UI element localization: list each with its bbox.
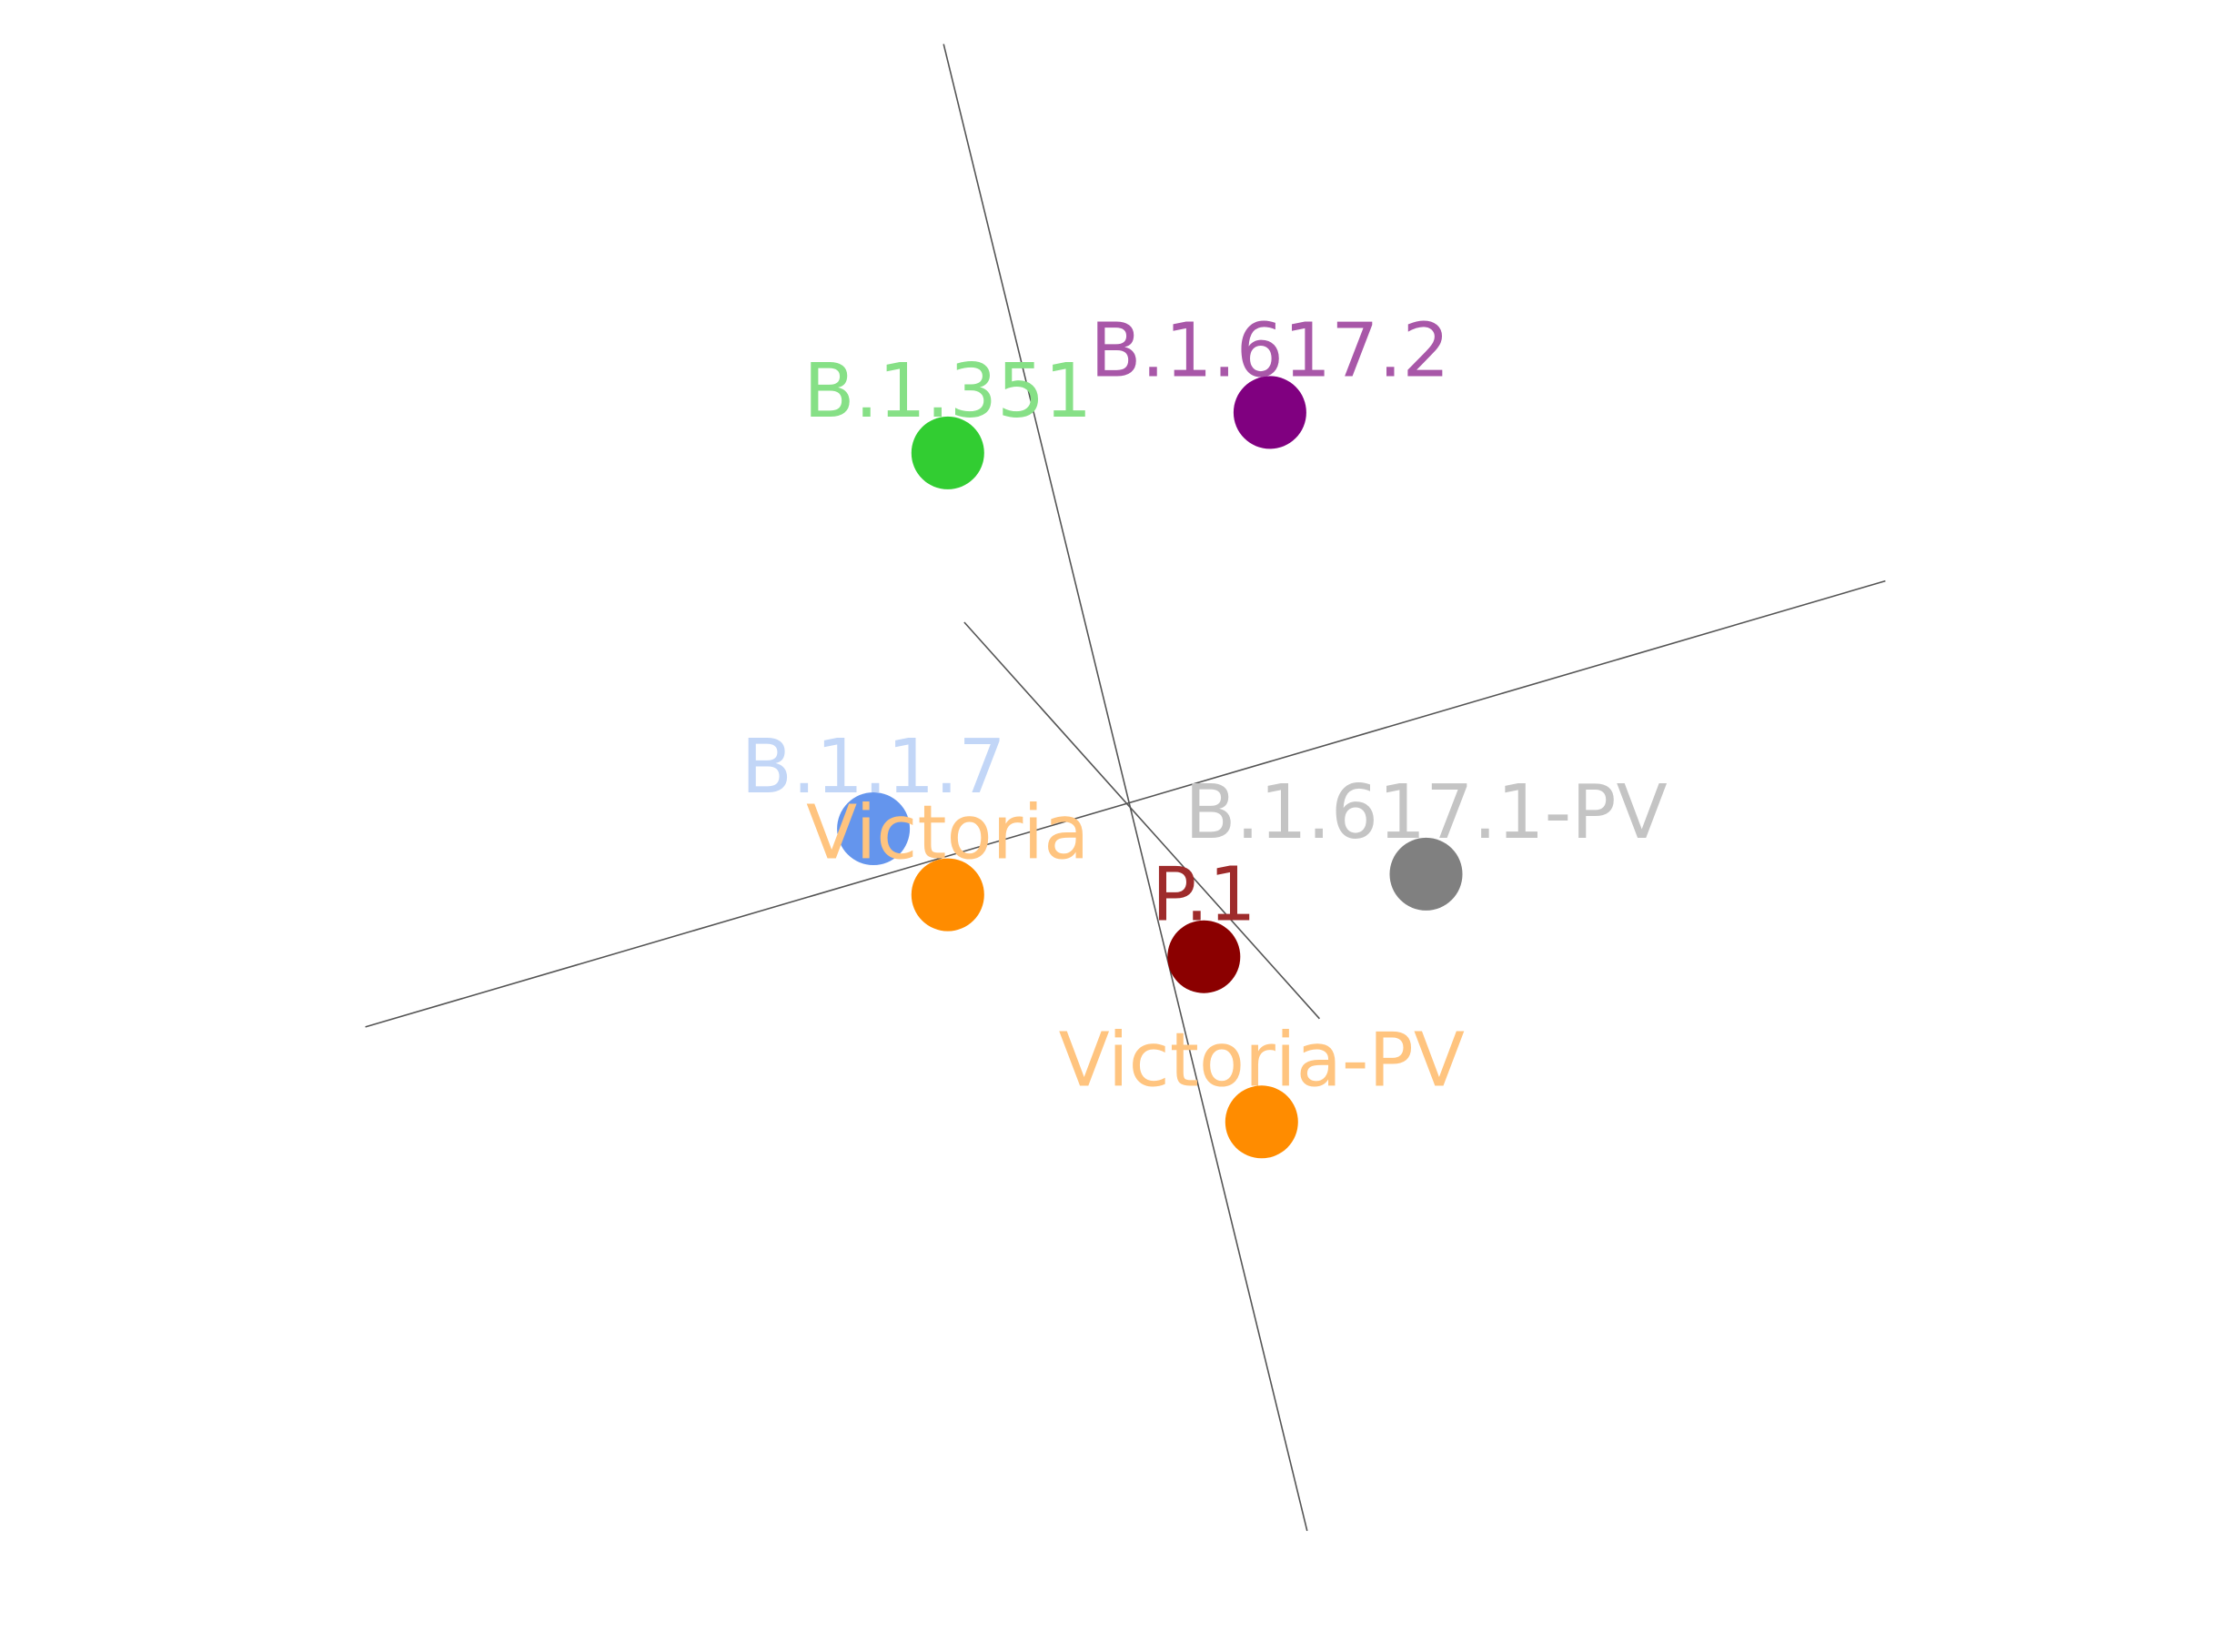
label-p-1: P.1 [1152, 852, 1256, 939]
label-victoria-pv: Victoria-PV [1059, 1017, 1465, 1103]
point-p-1 [1167, 920, 1241, 993]
point-victoria [911, 858, 984, 932]
axis-line-3 [963, 621, 1320, 1020]
point-b-1-617-1-pv [1389, 837, 1463, 911]
point-victoria-pv [1225, 1085, 1298, 1159]
label-victoria: Victoria [806, 791, 1089, 877]
axis-line-2 [943, 44, 1308, 1531]
axis-line-1 [365, 579, 1886, 1028]
label-b-1-1-7: B.1.1.7 [741, 724, 1006, 811]
points-layer [837, 376, 1463, 1159]
label-b-1-617-2: B.1.617.2 [1090, 307, 1449, 394]
point-b-1-351 [911, 416, 984, 489]
axis-lines-layer [365, 44, 1886, 1531]
label-b-1-617-1-pv: B.1.617.1-PV [1185, 770, 1667, 856]
point-b-1-617-2 [1233, 376, 1306, 449]
label-b-1-351: B.1.351 [803, 348, 1092, 435]
point-b-1-1-7 [837, 792, 911, 865]
